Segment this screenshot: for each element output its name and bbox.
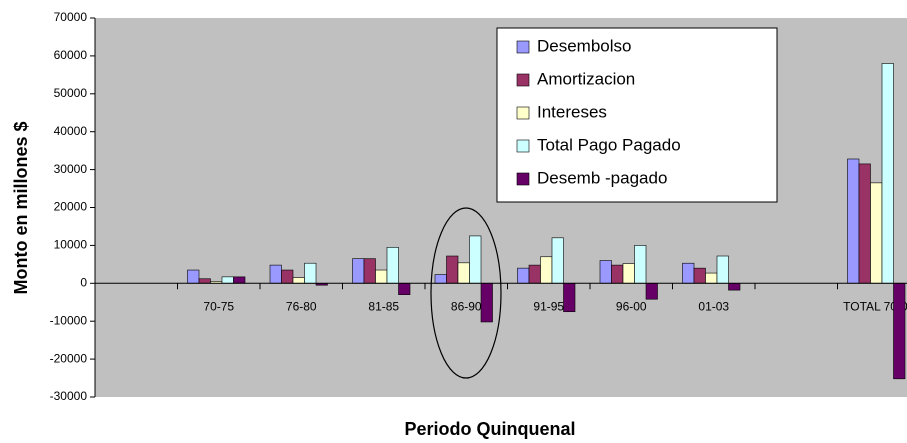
- x-tick-label: TOTAL 70-03: [843, 299, 907, 313]
- bar: [682, 262, 695, 284]
- legend-swatch: [516, 106, 530, 120]
- y-tick-label: 50000: [54, 86, 88, 100]
- y-tick-label: 30000: [54, 162, 88, 176]
- x-tick-label: 91-95: [533, 299, 564, 313]
- legend-swatch: [516, 172, 530, 186]
- bar: [446, 255, 459, 284]
- bar: [221, 276, 234, 284]
- bar: [645, 282, 658, 300]
- y-tick-label: -30000: [50, 389, 88, 403]
- x-tick-label: 96-00: [616, 299, 647, 313]
- y-tick-label: -20000: [50, 351, 88, 365]
- bar: [716, 255, 729, 284]
- legend-label: Total Pago Pagado: [537, 135, 681, 154]
- highlight-ellipse: [430, 207, 502, 379]
- bar: [375, 269, 388, 284]
- y-tick-label: 20000: [54, 200, 88, 214]
- bar: [517, 267, 530, 284]
- y-tick-label: 70000: [54, 10, 88, 24]
- legend-label: Desemb -pagado: [537, 168, 667, 187]
- y-tick-label: -10000: [50, 313, 88, 327]
- legend-box: [496, 27, 778, 203]
- legend-label: Desembolso: [537, 36, 632, 55]
- bar: [398, 282, 411, 295]
- bar: [434, 274, 447, 284]
- bar: [352, 258, 365, 284]
- bar: [847, 158, 860, 284]
- bar: [599, 260, 612, 284]
- bar: [870, 182, 883, 284]
- x-tick-label: 81-85: [368, 299, 399, 313]
- y-tick-label: 40000: [54, 124, 88, 138]
- bar: [893, 282, 906, 380]
- x-tick-label: 01-03: [698, 299, 729, 313]
- x-axis-title: Periodo Quinquenal: [404, 419, 575, 439]
- bar: [198, 278, 211, 284]
- bar: [292, 277, 305, 284]
- x-tick-label: 76-80: [286, 299, 317, 313]
- bar: [469, 235, 482, 284]
- bar: [705, 272, 718, 284]
- bar: [540, 256, 553, 284]
- bar: [622, 263, 635, 284]
- bar: [233, 276, 246, 284]
- x-tick-label: 70-75: [203, 299, 234, 313]
- y-tick-label: 60000: [54, 48, 88, 62]
- y-axis-title: Monto en millones $: [11, 121, 31, 294]
- y-tick-label: 10000: [54, 238, 88, 252]
- legend-swatch: [516, 40, 530, 54]
- bar: [563, 282, 576, 313]
- y-tick-label: 0: [80, 275, 87, 289]
- bar: [551, 237, 564, 284]
- legend-swatch: [516, 139, 530, 153]
- bar: [881, 63, 894, 284]
- bar: [858, 163, 871, 284]
- bar: [269, 264, 282, 284]
- bar: [528, 264, 541, 284]
- bar: [693, 267, 706, 284]
- bar: [728, 282, 741, 291]
- bar: [386, 246, 399, 284]
- bar: [281, 269, 294, 284]
- legend-label: Amortizacion: [537, 69, 635, 88]
- bar: [457, 262, 470, 284]
- bar: [304, 262, 317, 284]
- bar: [480, 282, 493, 323]
- bar: [187, 269, 200, 284]
- bar: [634, 245, 647, 284]
- bar: [363, 258, 376, 284]
- legend-label: Intereses: [537, 102, 607, 121]
- legend-swatch: [516, 73, 530, 87]
- x-tick-label: 86-90: [451, 299, 482, 313]
- bar: [611, 264, 624, 284]
